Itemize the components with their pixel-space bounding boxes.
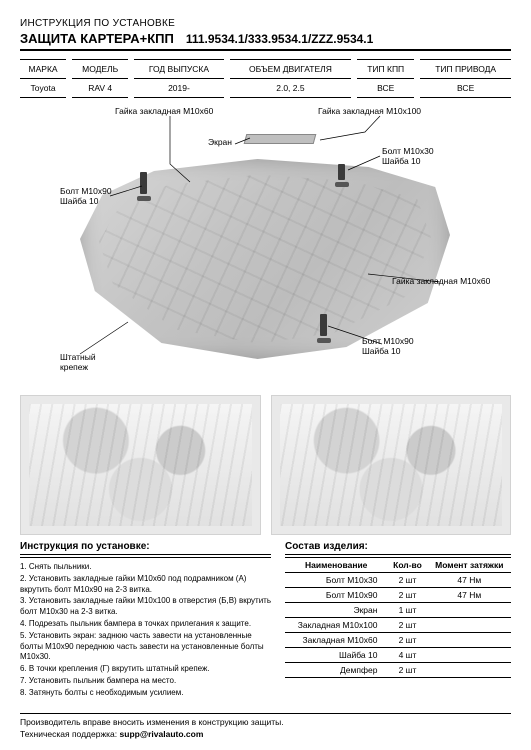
spec-h-1: МОДЕЛЬ	[72, 60, 128, 79]
step-3: 3. Установить закладные гайки М10х100 в …	[20, 596, 271, 618]
bolt-icon	[320, 314, 327, 336]
contents-section: Состав изделия: Наименование Кол-во Моме…	[285, 541, 511, 700]
spec-c-0: Toyota	[20, 79, 66, 98]
doc-title-row: ЗАЩИТА КАРТЕРА+КПП 111.9534.1/333.9534.1…	[20, 31, 511, 51]
callout-nut-m10x60-top: Гайка закладная М10х60	[115, 106, 213, 116]
contents-heading: Состав изделия:	[285, 541, 511, 555]
contents-h-2: Момент затяжки	[428, 558, 511, 573]
spec-c-4: ВСЕ	[357, 79, 414, 98]
instructions-heading: Инструкция по установке:	[20, 541, 271, 555]
step-4: 4. Подрезать пыльник бампера в точках пр…	[20, 619, 271, 630]
table-row: Закладная М10х1002 шт	[285, 618, 511, 633]
callout-nut-m10x100: Гайка закладная М10х100	[318, 106, 421, 116]
step-6: 6. В точки крепления (Г) вкрутить штатны…	[20, 664, 271, 675]
instructions-list: 1. Снять пыльники. 2. Установить закладн…	[20, 557, 271, 699]
callout-bolt-m10x90-bottom: Болт М10х90Шайба 10	[362, 336, 414, 356]
step-7: 7. Установить пыльник бампера на место.	[20, 676, 271, 687]
washer-icon	[137, 196, 151, 201]
instructions-section: Инструкция по установке: 1. Снять пыльни…	[20, 541, 271, 700]
bolt-icon	[338, 164, 345, 180]
callout-bolt-m10x30: Болт М10х30Шайба 10	[382, 146, 434, 166]
bolt-icon	[140, 172, 147, 194]
table-row: Болт М10х302 шт47 Нм	[285, 573, 511, 588]
callout-bolt-m10x90-left: Болт М10х90Шайба 10	[60, 186, 112, 206]
step-5: 5. Установить экран: заднюю часть завест…	[20, 631, 271, 663]
spec-c-1: RAV 4	[72, 79, 128, 98]
step-1: 1. Снять пыльники.	[20, 562, 271, 573]
washer-icon	[335, 182, 349, 187]
footer-support-email: supp@rivalauto.com	[120, 729, 204, 739]
spec-c-3: 2.0, 2.5	[230, 79, 351, 98]
contents-h-1: Кол-во	[387, 558, 427, 573]
underbody-photo-right	[271, 395, 512, 535]
spec-c-5: ВСЕ	[420, 79, 511, 98]
washer-icon	[317, 338, 331, 343]
callout-nut-m10x60-right: Гайка закладная М10х60	[392, 276, 490, 286]
skid-plate-icon	[80, 159, 450, 359]
ekran-bar-icon	[244, 134, 317, 144]
contents-table: Наименование Кол-во Момент затяжки Болт …	[285, 557, 511, 678]
step-8: 8. Затянуть болты с необходимым усилием.	[20, 688, 271, 699]
spec-h-0: МАРКА	[20, 60, 66, 79]
callout-stock-fastener: Штатныйкрепеж	[60, 352, 96, 372]
footer: Производитель вправе вносить изменения в…	[20, 713, 511, 740]
table-row: Болт М10х902 шт47 Нм	[285, 588, 511, 603]
spec-h-5: ТИП ПРИВОДА	[420, 60, 511, 79]
contents-h-0: Наименование	[285, 558, 387, 573]
footer-support-label: Техническая поддержка:	[20, 729, 117, 739]
table-row: Закладная М10х602 шт	[285, 633, 511, 648]
table-row: Шайба 104 шт	[285, 648, 511, 663]
table-row: Демпфер2 шт	[285, 663, 511, 678]
table-row: Экран1 шт	[285, 603, 511, 618]
footer-note: Производитель вправе вносить изменения в…	[20, 717, 511, 728]
spec-c-2: 2019-	[134, 79, 224, 98]
spec-h-4: ТИП КПП	[357, 60, 414, 79]
spec-table: МАРКА МОДЕЛЬ ГОД ВЫПУСКА ОБЪЕМ ДВИГАТЕЛЯ…	[20, 59, 511, 98]
doc-title: ЗАЩИТА КАРТЕРА+КПП	[20, 31, 174, 46]
doc-pretitle: ИНСТРУКЦИЯ ПО УСТАНОВКЕ	[20, 18, 511, 29]
doc-codes: 111.9534.1/333.9534.1/ZZZ.9534.1	[186, 32, 374, 46]
step-2: 2. Установить закладные гайки М10х60 под…	[20, 574, 271, 596]
spec-h-2: ГОД ВЫПУСКА	[134, 60, 224, 79]
main-diagram: Гайка закладная М10х60 Гайка закладная М…	[20, 104, 511, 389]
underbody-photo-left	[20, 395, 261, 535]
photos-row	[20, 395, 511, 535]
callout-ekran: Экран	[208, 137, 232, 147]
spec-h-3: ОБЪЕМ ДВИГАТЕЛЯ	[230, 60, 351, 79]
